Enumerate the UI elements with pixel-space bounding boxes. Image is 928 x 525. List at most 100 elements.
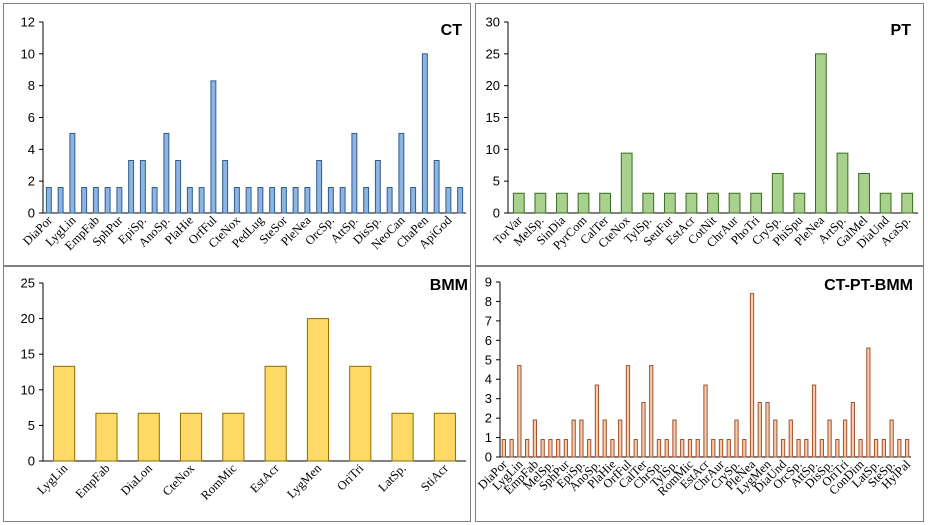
bar [175, 159, 182, 214]
x-tick-label: DiaLon [118, 461, 155, 498]
bar [827, 419, 832, 458]
bar [198, 187, 205, 214]
bar [707, 192, 719, 214]
bar [410, 187, 417, 214]
x-tick-label: LatSp. [375, 461, 408, 494]
bar [594, 384, 600, 458]
bar [95, 412, 118, 462]
bar [316, 159, 323, 214]
bar [728, 192, 741, 214]
bar [349, 365, 372, 462]
bar [306, 318, 330, 462]
x-tick-label: RomMic [198, 461, 240, 503]
y-tick-label: 0 [493, 206, 500, 221]
chart-panel-3: 0 5 10 15 20 25 BMM LygLin EmpFab DiaLon CteNox Rom… [3, 266, 471, 522]
bar [163, 132, 170, 214]
bar [327, 187, 334, 214]
y-tick-label: 2 [485, 411, 492, 426]
bar [222, 412, 245, 462]
bar [788, 419, 793, 458]
y-tick-label: 5 [493, 174, 500, 189]
bar [703, 384, 708, 458]
bar [116, 187, 123, 214]
y-tick-label: 5 [485, 352, 492, 367]
bar [685, 192, 698, 214]
bar [835, 439, 840, 458]
bar [901, 192, 914, 214]
bar [269, 187, 276, 214]
bar [245, 187, 252, 214]
panel-border [3, 3, 471, 266]
bar [421, 53, 428, 214]
bar [695, 439, 700, 458]
bar [257, 187, 264, 214]
bar [577, 192, 590, 214]
bar [391, 412, 414, 462]
bar [599, 192, 611, 214]
bar [897, 439, 902, 458]
y-tick-label: 10 [21, 46, 35, 61]
bar [540, 439, 545, 458]
bar [45, 187, 52, 214]
bar [815, 53, 827, 214]
y-tick-label: 20 [21, 311, 35, 326]
bar [811, 384, 817, 458]
bar [579, 419, 584, 458]
y-tick-label: 2 [28, 174, 35, 189]
y-tick-label: 30 [486, 15, 500, 30]
bar [879, 192, 892, 214]
bar [904, 439, 910, 458]
bar [602, 419, 607, 458]
bar [680, 439, 685, 458]
bar [711, 439, 716, 458]
bar [804, 439, 809, 458]
bar [128, 159, 135, 214]
bar [742, 439, 747, 458]
bar [625, 365, 631, 458]
bar [842, 419, 848, 458]
bar [749, 293, 755, 458]
bar [587, 439, 592, 458]
bar [292, 187, 299, 214]
y-tick-label: 8 [28, 78, 35, 93]
bar [610, 439, 615, 458]
bar [771, 173, 784, 214]
bar [556, 439, 561, 458]
bar [445, 187, 452, 214]
bar [457, 187, 464, 214]
bar [881, 439, 886, 458]
x-tick-label: StiAcr [418, 461, 452, 495]
y-tick-label: 4 [28, 142, 35, 157]
bar [618, 419, 623, 458]
bar [656, 439, 662, 458]
bar [512, 192, 525, 214]
bar [339, 187, 346, 214]
y-tick-label: 7 [485, 313, 492, 328]
bar [53, 365, 76, 462]
panel-border [475, 266, 924, 522]
bar [793, 192, 806, 214]
bar [233, 187, 240, 214]
bar [757, 402, 762, 458]
bar [571, 419, 576, 458]
bar [186, 187, 193, 214]
bar [765, 402, 770, 458]
y-tick-label: 0 [28, 206, 35, 221]
bar [663, 192, 676, 214]
bar [517, 365, 522, 458]
bar [649, 365, 654, 458]
bar [81, 187, 88, 214]
bar [501, 439, 507, 458]
bar [796, 439, 801, 458]
bar [69, 132, 76, 214]
bar [433, 159, 440, 214]
x-tick-label: LygMen [284, 461, 324, 501]
bar [280, 187, 287, 214]
bar [850, 402, 855, 458]
y-tick-label: 20 [486, 78, 500, 93]
panel-border [475, 3, 924, 266]
x-tick-label: EmpFab [73, 461, 113, 501]
bar [642, 192, 655, 214]
